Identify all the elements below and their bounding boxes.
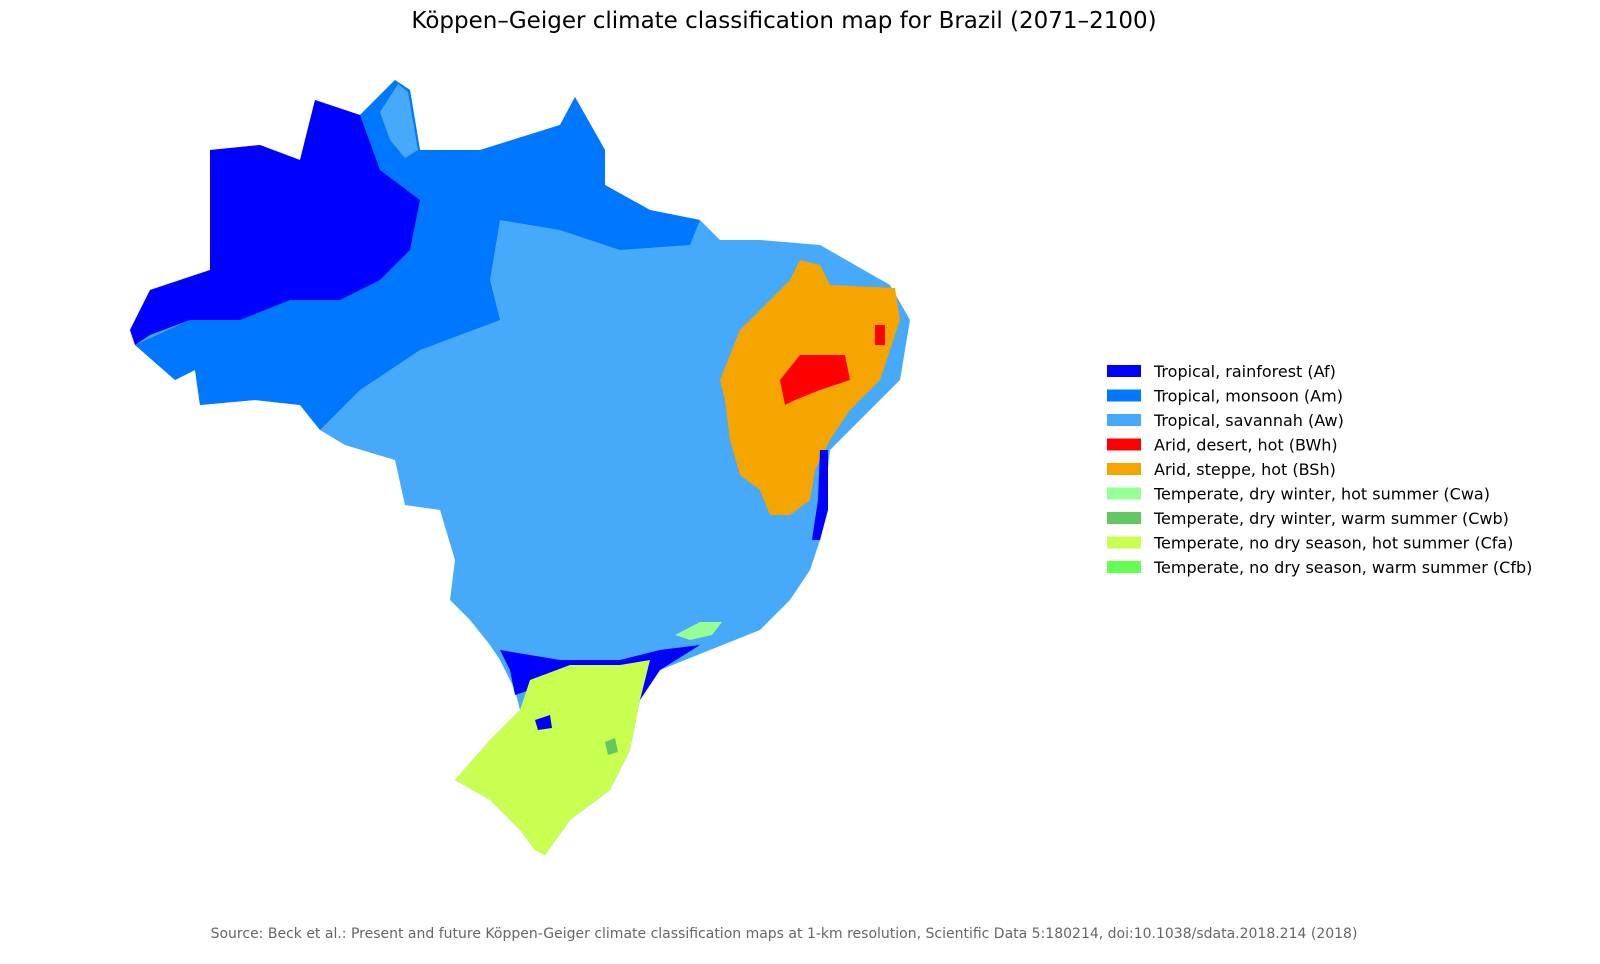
region-bwh — [875, 325, 885, 345]
legend-swatch — [1107, 463, 1141, 475]
legend-swatch — [1107, 536, 1141, 549]
legend-label: Temperate, dry winter, warm summer (Cwb) — [1153, 509, 1509, 528]
legend-label: Temperate, no dry season, hot summer (Cf… — [1153, 534, 1513, 553]
legend-label: Tropical, savannah (Aw) — [1153, 411, 1344, 430]
legend: Tropical, rainforest (Af) Tropical, monso… — [1107, 362, 1532, 577]
region-cwb — [605, 738, 618, 755]
region-am — [135, 80, 700, 430]
legend-label: Temperate, dry winter, hot summer (Cwa) — [1153, 485, 1490, 504]
brazil-map — [130, 80, 910, 855]
legend-swatch — [1107, 487, 1141, 500]
legend-swatch — [1107, 561, 1141, 573]
region-aw — [380, 84, 418, 158]
legend-label: Temperate, no dry season, warm summer (C… — [1153, 558, 1532, 577]
legend-label: Tropical, monsoon (Am) — [1153, 387, 1343, 406]
region-af — [535, 715, 552, 730]
legend-swatch — [1107, 365, 1141, 377]
region-af — [812, 450, 828, 540]
legend-swatch — [1107, 389, 1141, 402]
legend-swatch — [1107, 414, 1141, 426]
region-bwh — [780, 355, 850, 405]
legend-swatch — [1107, 438, 1141, 451]
legend-swatch — [1107, 512, 1141, 524]
map-title: Köppen–Geiger climate classification map… — [411, 8, 1156, 34]
legend-label: Arid, desert, hot (BWh) — [1154, 436, 1338, 455]
source-note: Source: Beck et al.: Present and future … — [211, 926, 1358, 942]
legend-label: Tropical, rainforest (Af) — [1153, 362, 1336, 381]
region-cfa — [455, 660, 650, 855]
legend-label: Arid, steppe, hot (BSh) — [1154, 460, 1336, 479]
region-af — [130, 100, 420, 345]
region-cwa — [675, 622, 722, 640]
